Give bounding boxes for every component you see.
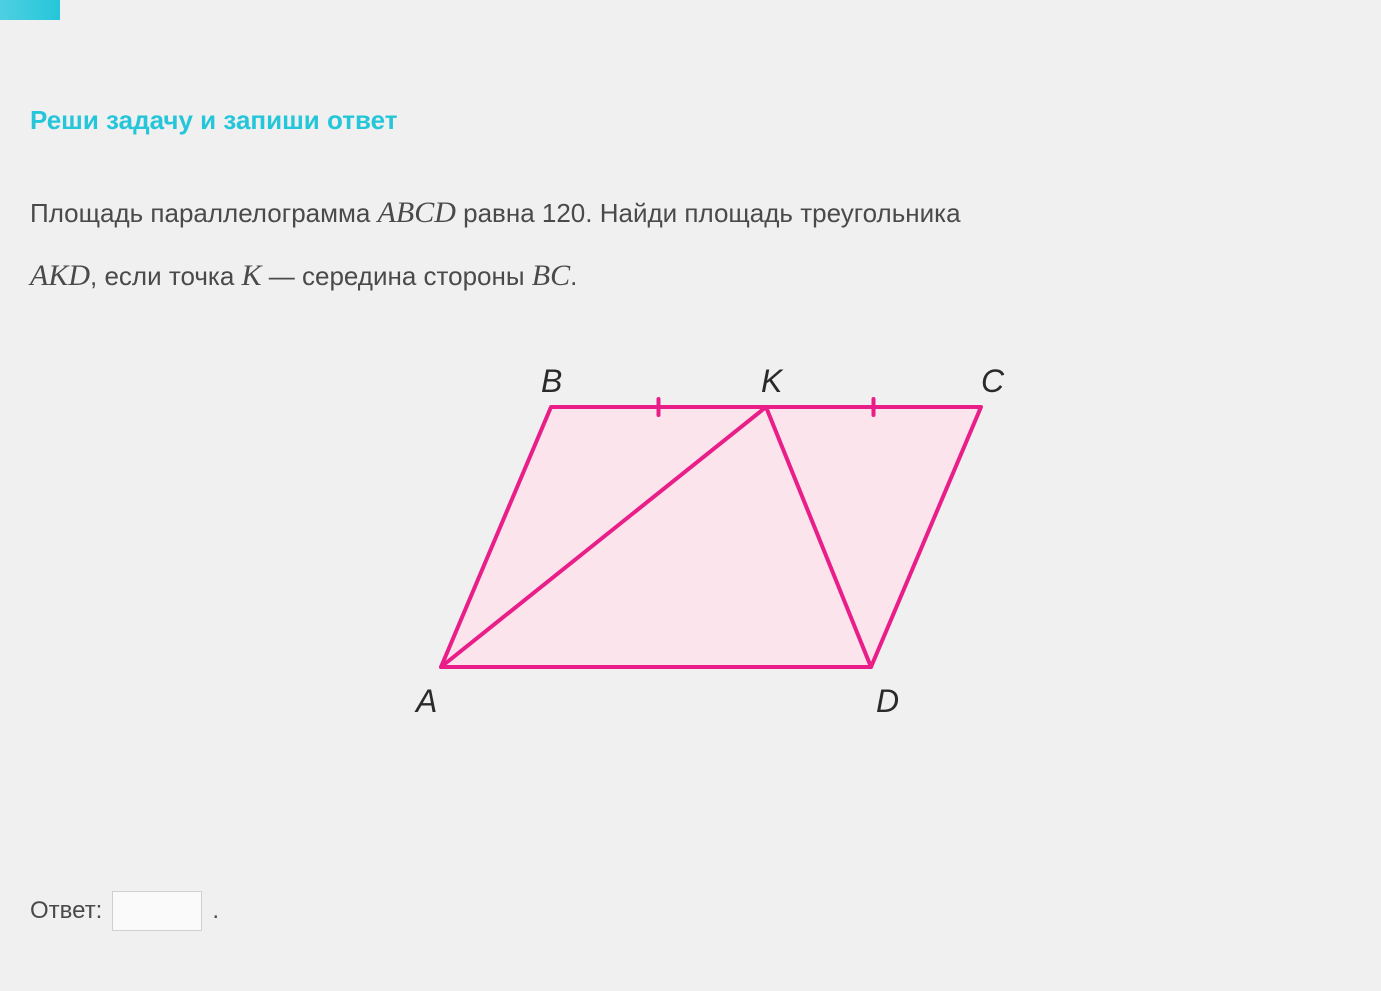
problem-line1-mid: равна	[456, 198, 542, 228]
top-accent-bar	[0, 0, 60, 20]
problem-line2-mid2: — середина стороны	[262, 261, 532, 291]
problem-text: Площадь параллелограмма ABCD равна 120. …	[30, 181, 1351, 307]
svg-text:C: C	[981, 363, 1005, 399]
problem-math-bc: BC	[532, 259, 570, 292]
answer-label: Ответ:	[30, 897, 102, 925]
svg-text:K: K	[761, 363, 784, 399]
diagram-container: A B K C D	[30, 347, 1351, 747]
problem-line1-num: 120	[542, 198, 585, 228]
svg-text:A: A	[414, 683, 437, 719]
problem-math-abcd: ABCD	[378, 196, 456, 229]
svg-text:D: D	[876, 683, 899, 719]
answer-period: .	[212, 897, 219, 925]
svg-text:B: B	[541, 363, 562, 399]
content-area: Реши задачу и запиши ответ Площадь парал…	[0, 0, 1381, 857]
instruction-title: Реши задачу и запиши ответ	[30, 105, 1351, 136]
problem-line2-mid: , если точка	[90, 261, 242, 291]
problem-line1-post: . Найди площадь треугольника	[585, 198, 960, 228]
problem-line2-post: .	[570, 261, 577, 291]
problem-math-akd: AKD	[30, 259, 90, 292]
answer-row: Ответ: .	[30, 891, 219, 931]
answer-input[interactable]	[112, 891, 202, 931]
problem-line1-pre: Площадь параллелограмма	[30, 198, 378, 228]
problem-math-k: K	[242, 259, 262, 292]
geometry-diagram: A B K C D	[341, 347, 1041, 747]
